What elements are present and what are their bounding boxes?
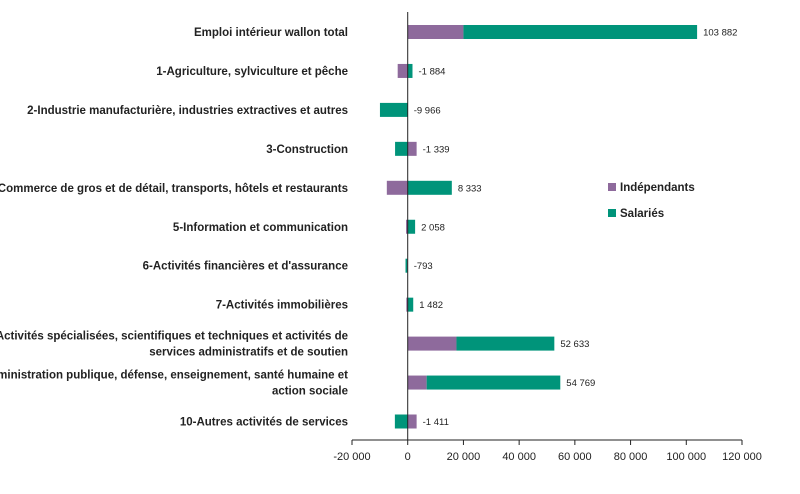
category-label: 7-Activités immobilières bbox=[216, 300, 348, 312]
bar-ind-pendants bbox=[407, 25, 464, 39]
bar-ind-pendants bbox=[397, 63, 408, 78]
category-label: 10-Autres activités de services bbox=[180, 417, 348, 429]
data-label: 1 482 bbox=[419, 300, 443, 311]
data-label: -9 966 bbox=[414, 105, 441, 116]
data-label: 52 633 bbox=[560, 339, 589, 350]
category-label: 9-Administration publique, défense, ense… bbox=[0, 370, 348, 398]
bar-ind-pendants bbox=[407, 141, 417, 156]
bar-salari-s bbox=[456, 336, 555, 351]
legend-swatch bbox=[608, 183, 616, 191]
bar-salari-s bbox=[463, 25, 698, 39]
data-label: -1 884 bbox=[418, 66, 445, 77]
category-label: 6-Activités financières et d'assurance bbox=[143, 261, 348, 273]
data-label: -1 411 bbox=[423, 417, 449, 428]
category-labels: Emploi intérieur wallon total 1-Agricultu… bbox=[0, 27, 348, 429]
category-label: 5-Information et communication bbox=[173, 222, 348, 234]
bar-ind-pendants bbox=[406, 297, 408, 312]
data-label: -1 339 bbox=[423, 144, 450, 155]
x-tick-label: -20 000 bbox=[333, 451, 370, 463]
data-labels: 103 882 -1 884 -9 966 -1 339 8 333 2 058 -793 1… bbox=[414, 28, 738, 429]
bar-salari-s bbox=[407, 180, 452, 195]
bar-ind-pendants bbox=[386, 180, 408, 195]
bar-salari-s bbox=[407, 63, 413, 78]
bar-ind-pendants bbox=[407, 336, 457, 351]
bar-ind-pendants bbox=[406, 219, 408, 234]
category-label: 8-Activités spécialisées, scientifiques … bbox=[0, 331, 348, 359]
category-label: 4-Commerce de gros et de détail, transpo… bbox=[0, 183, 348, 195]
bar-salari-s bbox=[405, 258, 408, 273]
data-label: -793 bbox=[414, 261, 433, 272]
bar-salari-s bbox=[379, 102, 408, 117]
bar-ind-pendants bbox=[407, 414, 417, 429]
x-tick-label: 80 000 bbox=[614, 451, 648, 463]
bar-salari-s bbox=[394, 414, 408, 429]
legend: Indépendants Salariés bbox=[608, 182, 695, 220]
data-label: 103 882 bbox=[703, 28, 737, 39]
bars bbox=[379, 25, 698, 429]
x-tick-label: 0 bbox=[405, 451, 411, 463]
category-label: Emploi intérieur wallon total bbox=[194, 27, 348, 39]
legend-label: Salariés bbox=[620, 208, 664, 220]
bar-salari-s bbox=[407, 297, 414, 312]
bar-salari-s bbox=[395, 141, 408, 156]
data-label: 8 333 bbox=[458, 183, 482, 194]
bar-ind-pendants bbox=[407, 375, 427, 390]
legend-label: Indépendants bbox=[620, 182, 695, 194]
bar-salari-s bbox=[426, 375, 561, 390]
data-label: 2 058 bbox=[421, 222, 445, 233]
x-axis-ticks: -20 000 0 20 000 40 000 60 000 80 000 100 000 1… bbox=[333, 440, 762, 463]
category-label: 1-Agriculture, sylviculture et pêche bbox=[156, 66, 348, 78]
x-tick-label: 100 000 bbox=[666, 451, 706, 463]
bar-salari-s bbox=[407, 219, 416, 234]
category-label: 3-Construction bbox=[266, 144, 348, 156]
x-tick-label: 40 000 bbox=[502, 451, 536, 463]
category-label: 2-Industrie manufacturière, industries e… bbox=[27, 105, 348, 117]
x-tick-label: 20 000 bbox=[447, 451, 481, 463]
legend-swatch bbox=[608, 209, 616, 217]
x-tick-label: 60 000 bbox=[558, 451, 592, 463]
x-tick-label: 120 000 bbox=[722, 451, 762, 463]
data-label: 54 769 bbox=[566, 378, 595, 389]
